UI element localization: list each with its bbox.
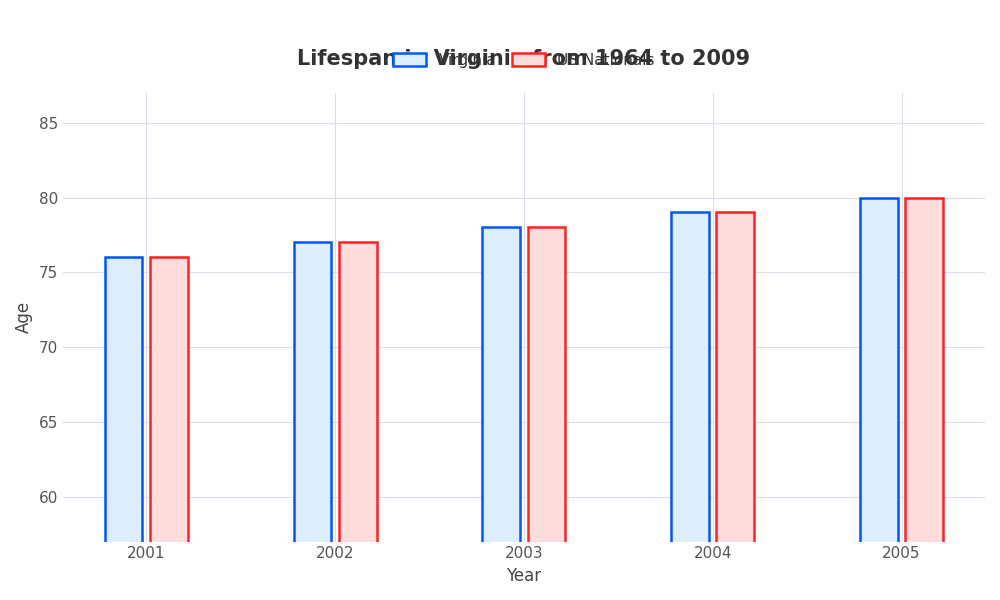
Bar bbox=[482, 227, 520, 600]
Bar bbox=[716, 212, 754, 600]
Bar bbox=[339, 242, 377, 600]
Bar bbox=[528, 227, 565, 600]
X-axis label: Year: Year bbox=[506, 567, 541, 585]
Bar bbox=[294, 242, 331, 600]
Bar bbox=[150, 257, 188, 600]
Bar bbox=[905, 197, 943, 600]
Bar bbox=[860, 197, 898, 600]
Bar bbox=[105, 257, 142, 600]
Y-axis label: Age: Age bbox=[15, 301, 33, 333]
Bar bbox=[671, 212, 709, 600]
Title: Lifespan in Virginia from 1964 to 2009: Lifespan in Virginia from 1964 to 2009 bbox=[297, 49, 750, 69]
Legend: Virginia, US Nationals: Virginia, US Nationals bbox=[387, 47, 661, 74]
